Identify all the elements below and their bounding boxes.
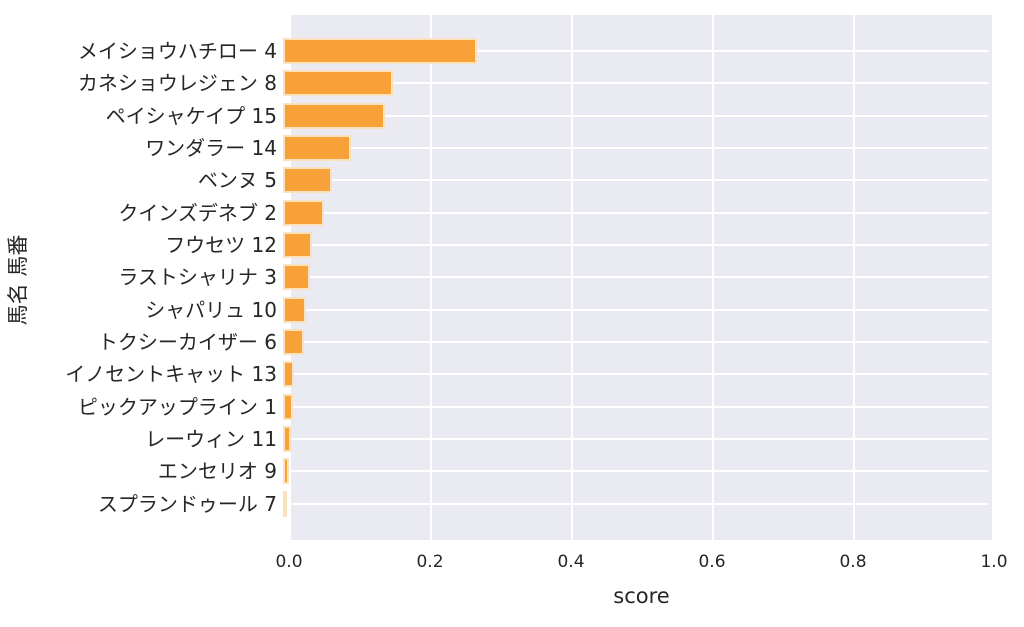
x-tick-label: 0.8 bbox=[839, 552, 867, 572]
table-row: シャパリュ 10 bbox=[0, 294, 994, 326]
bar-track bbox=[283, 100, 988, 132]
horizontal-gridline bbox=[283, 438, 988, 441]
category-label: ペイシャケイプ 15 bbox=[105, 103, 277, 128]
bar bbox=[283, 38, 477, 65]
x-axis-title: score bbox=[613, 584, 670, 608]
bar bbox=[283, 458, 289, 485]
horizontal-gridline bbox=[283, 244, 988, 247]
table-row: スプランドゥール 7 bbox=[0, 488, 994, 520]
bar-track bbox=[283, 488, 988, 520]
category-label: クインズデネブ 2 bbox=[118, 200, 277, 225]
x-tick-label: 0.2 bbox=[416, 552, 444, 572]
bar-track bbox=[283, 261, 988, 293]
table-row: クインズデネブ 2 bbox=[0, 197, 994, 229]
category-label: ベンヌ 5 bbox=[197, 168, 277, 193]
x-axis-ticks: 0.0 0.2 0.4 0.6 0.8 1.0 bbox=[0, 552, 1024, 576]
bar bbox=[283, 167, 333, 194]
bar bbox=[283, 329, 305, 356]
bar-track bbox=[283, 197, 988, 229]
bar bbox=[283, 199, 324, 226]
table-row: フウセツ 12 bbox=[0, 229, 994, 261]
table-row: トクシーカイザー 6 bbox=[0, 326, 994, 358]
bar-rows: メイショウハチロー 4 カネショウレジェン 8 ペイシャケイプ 15 bbox=[0, 15, 994, 540]
bar-track bbox=[283, 358, 988, 390]
x-tick-label: 0.0 bbox=[275, 552, 303, 572]
bar-track bbox=[283, 35, 988, 67]
horizontal-gridline bbox=[283, 308, 988, 311]
bar bbox=[283, 70, 393, 97]
bar-track bbox=[283, 67, 988, 99]
bar bbox=[283, 102, 386, 129]
bar-track bbox=[283, 326, 988, 358]
bar-track bbox=[283, 132, 988, 164]
table-row: ピックアップライン 1 bbox=[0, 391, 994, 423]
bar bbox=[283, 361, 295, 388]
horizontal-gridline bbox=[283, 179, 988, 182]
category-label: エンセリオ 9 bbox=[157, 459, 277, 484]
table-row: ワンダラー 14 bbox=[0, 132, 994, 164]
table-row: ラストシャリナ 3 bbox=[0, 261, 994, 293]
table-row: ベンヌ 5 bbox=[0, 164, 994, 196]
category-label: レーウィン 11 bbox=[145, 427, 277, 452]
horizontal-gridline bbox=[283, 470, 988, 473]
bar bbox=[283, 135, 352, 162]
category-label: トクシーカイザー 6 bbox=[97, 330, 277, 355]
bar-track bbox=[283, 164, 988, 196]
x-tick-label: 1.0 bbox=[980, 552, 1008, 572]
category-label: カネショウレジェン 8 bbox=[77, 71, 277, 96]
bar-track bbox=[283, 229, 988, 261]
category-label: フウセツ 12 bbox=[165, 233, 277, 258]
y-axis-title: 馬名 馬番 bbox=[6, 234, 30, 326]
horizontal-gridline bbox=[283, 405, 988, 408]
vertical-gridline bbox=[992, 15, 994, 540]
category-label: シャパリュ 10 bbox=[145, 297, 277, 322]
horizontal-gridline bbox=[283, 147, 988, 150]
bar bbox=[283, 264, 310, 291]
category-label: ラストシャリナ 3 bbox=[118, 265, 277, 290]
x-tick-label: 0.6 bbox=[698, 552, 726, 572]
bar bbox=[283, 232, 312, 259]
horizontal-gridline bbox=[283, 276, 988, 279]
horizontal-gridline bbox=[283, 341, 988, 344]
category-label: ワンダラー 14 bbox=[145, 136, 277, 161]
table-row: メイショウハチロー 4 bbox=[0, 35, 994, 67]
category-label: ピックアップライン 1 bbox=[77, 394, 277, 419]
horizontal-gridline bbox=[283, 82, 988, 85]
category-label: メイショウハチロー 4 bbox=[77, 39, 277, 64]
table-row: カネショウレジェン 8 bbox=[0, 67, 994, 99]
bar-track bbox=[283, 294, 988, 326]
category-label: イノセントキャット 13 bbox=[65, 362, 277, 387]
table-row: ペイシャケイプ 15 bbox=[0, 100, 994, 132]
bar bbox=[283, 393, 293, 420]
table-row: レーウィン 11 bbox=[0, 423, 994, 455]
category-label: スプランドゥール 7 bbox=[97, 491, 277, 516]
bar bbox=[283, 296, 307, 323]
horizontal-gridline bbox=[283, 373, 988, 376]
horizontal-gridline bbox=[283, 211, 988, 214]
bar-track bbox=[283, 391, 988, 423]
x-tick-label: 0.4 bbox=[557, 552, 585, 572]
table-row: イノセントキャット 13 bbox=[0, 358, 994, 390]
bar bbox=[283, 490, 287, 517]
horizontal-gridline bbox=[283, 502, 988, 505]
table-row: エンセリオ 9 bbox=[0, 455, 994, 487]
horizontal-gridline bbox=[283, 114, 988, 117]
bar-track bbox=[283, 455, 988, 487]
horizontal-gridline bbox=[283, 50, 988, 53]
bar-track bbox=[283, 423, 988, 455]
bar bbox=[283, 426, 292, 453]
